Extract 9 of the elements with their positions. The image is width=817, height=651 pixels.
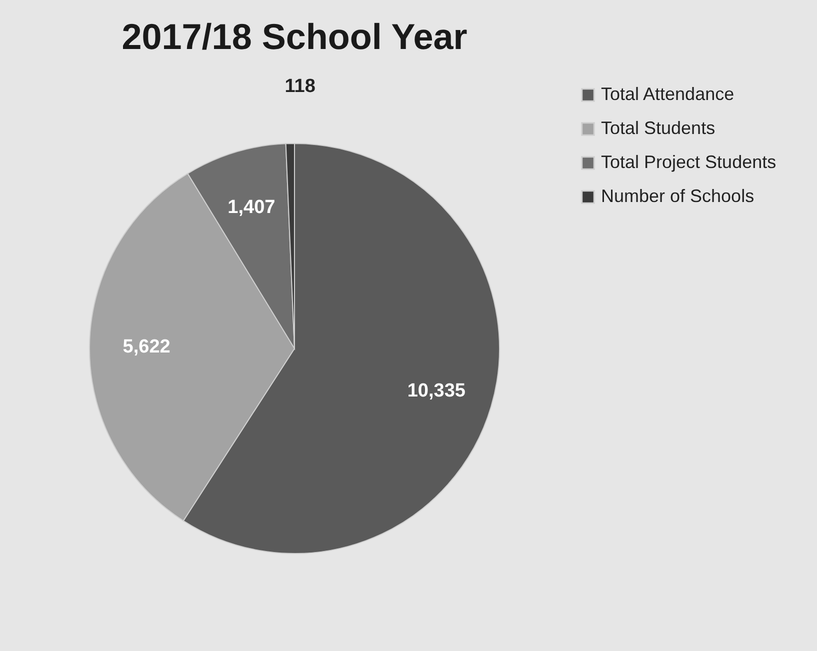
legend-label: Total Students — [601, 118, 716, 138]
legend-label: Total Project Students — [601, 152, 776, 172]
chart-title: 2017/18 School Year — [122, 16, 468, 58]
data-label: 1,407 — [228, 196, 276, 218]
data-label: 5,622 — [122, 336, 170, 358]
legend-label: Total Attendance — [601, 84, 734, 104]
data-label: 10,335 — [407, 380, 466, 402]
legend-label: Number of Schools — [601, 186, 754, 206]
data-label: 118 — [284, 76, 316, 98]
